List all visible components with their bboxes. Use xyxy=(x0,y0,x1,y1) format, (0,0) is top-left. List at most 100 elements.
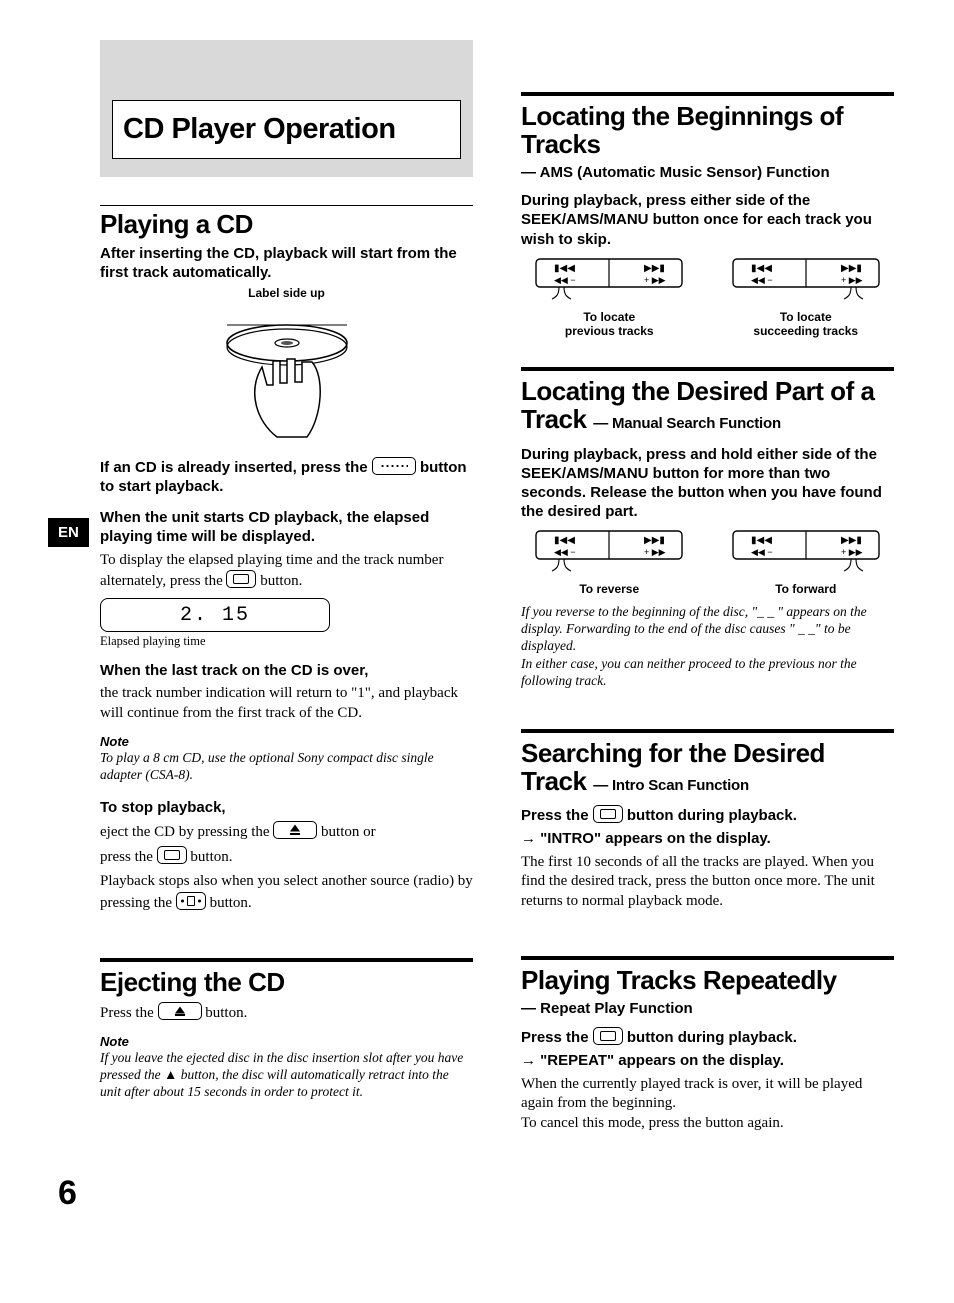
lcd-caption: Elapsed playing time xyxy=(100,634,473,649)
svg-text:◀◀ −: ◀◀ − xyxy=(751,275,773,285)
divider xyxy=(100,958,473,962)
note-label: Note xyxy=(100,734,473,749)
paragraph: eject the CD by pressing the button or xyxy=(100,821,473,843)
text: button during playback. xyxy=(627,1029,797,1046)
paragraph-bold: Press the button during playback. xyxy=(521,805,894,825)
divider xyxy=(521,729,894,733)
subheading: When the last track on the CD is over, xyxy=(100,661,473,680)
paragraph: If an CD is already inserted, press the … xyxy=(100,457,473,496)
page-number: 6 xyxy=(58,1174,77,1213)
paragraph: To display the elapsed playing time and … xyxy=(100,551,473,593)
cd-insert-figure xyxy=(100,307,473,447)
text: button. xyxy=(260,573,302,589)
paragraph: the track number indication will return … xyxy=(100,684,473,724)
intro-button-icon xyxy=(593,805,623,823)
seek-button-next-icon: ▮◀◀ ▶▶▮ ◀◀ − + ▶▶ xyxy=(731,257,881,301)
seek-caption-left: To locate previous tracks xyxy=(521,310,698,339)
title-sub: — Intro Scan Function xyxy=(593,777,749,794)
source-button-icon xyxy=(372,457,416,475)
chapter-title: CD Player Operation xyxy=(123,113,450,146)
note-body: If you reverse to the beginning of the d… xyxy=(521,603,894,655)
svg-text:◀◀ −: ◀◀ − xyxy=(751,547,773,557)
seek-caption-left: To reverse xyxy=(521,582,698,596)
svg-text:▶▶▮: ▶▶▮ xyxy=(644,535,665,546)
paragraph-bold: → "REPEAT" appears on the display. xyxy=(521,1051,894,1070)
text: eject the CD by pressing the xyxy=(100,824,270,840)
eject-button-icon xyxy=(273,821,317,839)
repeat-button-icon xyxy=(593,1027,623,1045)
svg-text:▮◀◀: ▮◀◀ xyxy=(554,535,575,546)
svg-text:▮◀◀: ▮◀◀ xyxy=(751,263,772,274)
paragraph-bold: → "INTRO" appears on the display. xyxy=(521,829,894,848)
right-column: Locating the Beginnings of Tracks — AMS … xyxy=(521,40,894,1138)
off-button-icon xyxy=(157,846,187,864)
section-title: Locating the Beginnings of Tracks xyxy=(521,102,894,158)
text: Press the xyxy=(100,1005,154,1021)
divider xyxy=(100,205,473,206)
language-tab: EN xyxy=(48,518,89,547)
paragraph-bold: During playback, press either side of th… xyxy=(521,191,894,249)
text: button during playback. xyxy=(627,807,797,824)
svg-text:+ ▶▶: + ▶▶ xyxy=(841,275,863,285)
svg-text:▮◀◀: ▮◀◀ xyxy=(554,263,575,274)
section-subtitle: — AMS (Automatic Music Sensor) Function xyxy=(521,164,894,181)
figure-label: Label side up xyxy=(100,286,473,300)
text: button. xyxy=(205,1005,247,1021)
paragraph: press the button. xyxy=(100,846,473,868)
svg-text:▶▶▮: ▶▶▮ xyxy=(644,263,665,274)
divider xyxy=(521,956,894,960)
eject-button-icon xyxy=(158,1002,202,1020)
section-subtitle: — Repeat Play Function xyxy=(521,1000,894,1017)
paragraph: Playback stops also when you select anot… xyxy=(100,872,473,914)
svg-text:+ ▶▶: + ▶▶ xyxy=(644,547,666,557)
paragraph: When the currently played track is over,… xyxy=(521,1075,894,1134)
svg-text:▮◀◀: ▮◀◀ xyxy=(751,535,772,546)
text: Press the xyxy=(521,807,589,824)
left-column: CD Player Operation Playing a CD After i… xyxy=(100,40,473,1138)
text: Playback stops also when you select anot… xyxy=(100,873,473,911)
svg-text:+ ▶▶: + ▶▶ xyxy=(644,275,666,285)
text: button or xyxy=(321,824,376,840)
divider xyxy=(521,367,894,371)
paragraph-bold: When the unit starts CD playback, the el… xyxy=(100,508,473,546)
paragraph: The first 10 seconds of all the tracks a… xyxy=(521,853,894,912)
title-sub: — Manual Search Function xyxy=(593,415,781,432)
note-body: In either case, you can neither proceed … xyxy=(521,655,894,690)
paragraph: Press the button. xyxy=(100,1002,473,1024)
text: press the xyxy=(100,849,153,865)
subheading: To stop playback, xyxy=(100,798,473,817)
seek-figure-row: ▮◀◀ ▶▶▮ ◀◀ − + ▶▶ To reverse ▮◀◀ ▶▶▮ ◀◀ … xyxy=(521,529,894,596)
svg-text:◀◀ −: ◀◀ − xyxy=(554,275,576,285)
text: button. xyxy=(210,895,252,911)
chapter-header-box: CD Player Operation xyxy=(100,40,473,177)
text: Press the xyxy=(521,1029,589,1046)
lead-text: After inserting the CD, playback will st… xyxy=(100,244,473,282)
paragraph-bold: Press the button during playback. xyxy=(521,1027,894,1047)
section-title: Searching for the Desired Track — Intro … xyxy=(521,739,894,795)
svg-text:▶▶▮: ▶▶▮ xyxy=(841,263,862,274)
section-title: Playing a CD xyxy=(100,210,473,238)
note-body: To play a 8 cm CD, use the optional Sony… xyxy=(100,749,473,784)
seek-caption-right: To forward xyxy=(718,582,895,596)
divider xyxy=(521,92,894,96)
paragraph-bold: During playback, press and hold either s… xyxy=(521,445,894,522)
section-title: Ejecting the CD xyxy=(100,968,473,996)
source-button-icon xyxy=(176,892,206,910)
seek-button-previous-icon: ▮◀◀ ▶▶▮ ◀◀ − + ▶▶ xyxy=(534,257,684,301)
display-button-icon xyxy=(226,570,256,588)
seek-caption-right: To locate succeeding tracks xyxy=(718,310,895,339)
section-title: Locating the Desired Part of a Track — M… xyxy=(521,377,894,433)
lcd-value: 2. 15 xyxy=(180,604,250,627)
svg-text:+ ▶▶: + ▶▶ xyxy=(841,547,863,557)
note-body: If you leave the ejected disc in the dis… xyxy=(100,1049,473,1101)
svg-text:▶▶▮: ▶▶▮ xyxy=(841,535,862,546)
seek-figure-row: ▮◀◀ ▶▶▮ ◀◀ − + ▶▶ To locate previous tra… xyxy=(521,257,894,339)
text: button. xyxy=(190,849,232,865)
text: If an CD is already inserted, press the xyxy=(100,459,368,476)
seek-reverse-icon: ▮◀◀ ▶▶▮ ◀◀ − + ▶▶ xyxy=(534,529,684,573)
lcd-display: 2. 15 xyxy=(100,598,330,632)
section-title: Playing Tracks Repeatedly xyxy=(521,966,894,994)
seek-forward-icon: ▮◀◀ ▶▶▮ ◀◀ − + ▶▶ xyxy=(731,529,881,573)
svg-text:◀◀ −: ◀◀ − xyxy=(554,547,576,557)
note-label: Note xyxy=(100,1034,473,1049)
